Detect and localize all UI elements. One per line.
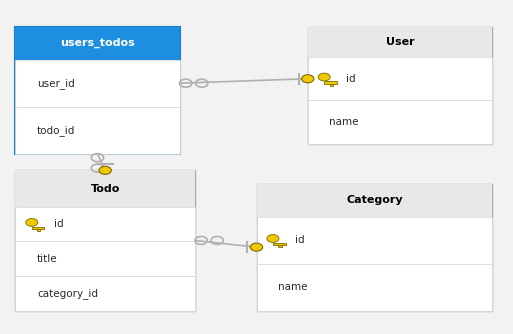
Text: name: name: [329, 117, 359, 127]
Text: todo_id: todo_id: [37, 125, 75, 136]
Text: user_id: user_id: [37, 78, 75, 89]
Bar: [15, 241, 195, 276]
Text: title: title: [37, 254, 57, 264]
Bar: [15, 107, 180, 154]
Circle shape: [267, 234, 279, 242]
Bar: [308, 100, 492, 144]
Bar: [308, 57, 492, 100]
Text: User: User: [386, 37, 415, 47]
Text: id: id: [54, 219, 64, 229]
Bar: [15, 27, 180, 60]
Bar: [330, 84, 333, 86]
Text: Category: Category: [346, 195, 403, 205]
Circle shape: [26, 218, 38, 226]
Bar: [31, 227, 45, 229]
Text: category_id: category_id: [37, 288, 98, 299]
Bar: [324, 81, 337, 84]
Bar: [279, 245, 282, 247]
Circle shape: [250, 243, 263, 251]
Bar: [15, 276, 195, 311]
Bar: [256, 184, 492, 217]
Text: users_todos: users_todos: [60, 38, 135, 48]
Bar: [15, 60, 180, 107]
Bar: [15, 207, 195, 241]
Text: name: name: [278, 282, 308, 292]
Bar: [256, 184, 492, 311]
Circle shape: [302, 75, 314, 83]
Bar: [256, 264, 492, 311]
Text: id: id: [295, 235, 305, 245]
Text: Todo: Todo: [90, 184, 120, 194]
Bar: [272, 243, 286, 245]
Bar: [15, 27, 180, 154]
Text: id: id: [346, 74, 356, 84]
Circle shape: [318, 73, 330, 81]
Bar: [15, 170, 195, 207]
Bar: [308, 27, 492, 144]
Bar: [15, 170, 195, 311]
Circle shape: [99, 166, 111, 174]
Bar: [37, 229, 41, 231]
Bar: [256, 217, 492, 264]
Bar: [308, 27, 492, 57]
